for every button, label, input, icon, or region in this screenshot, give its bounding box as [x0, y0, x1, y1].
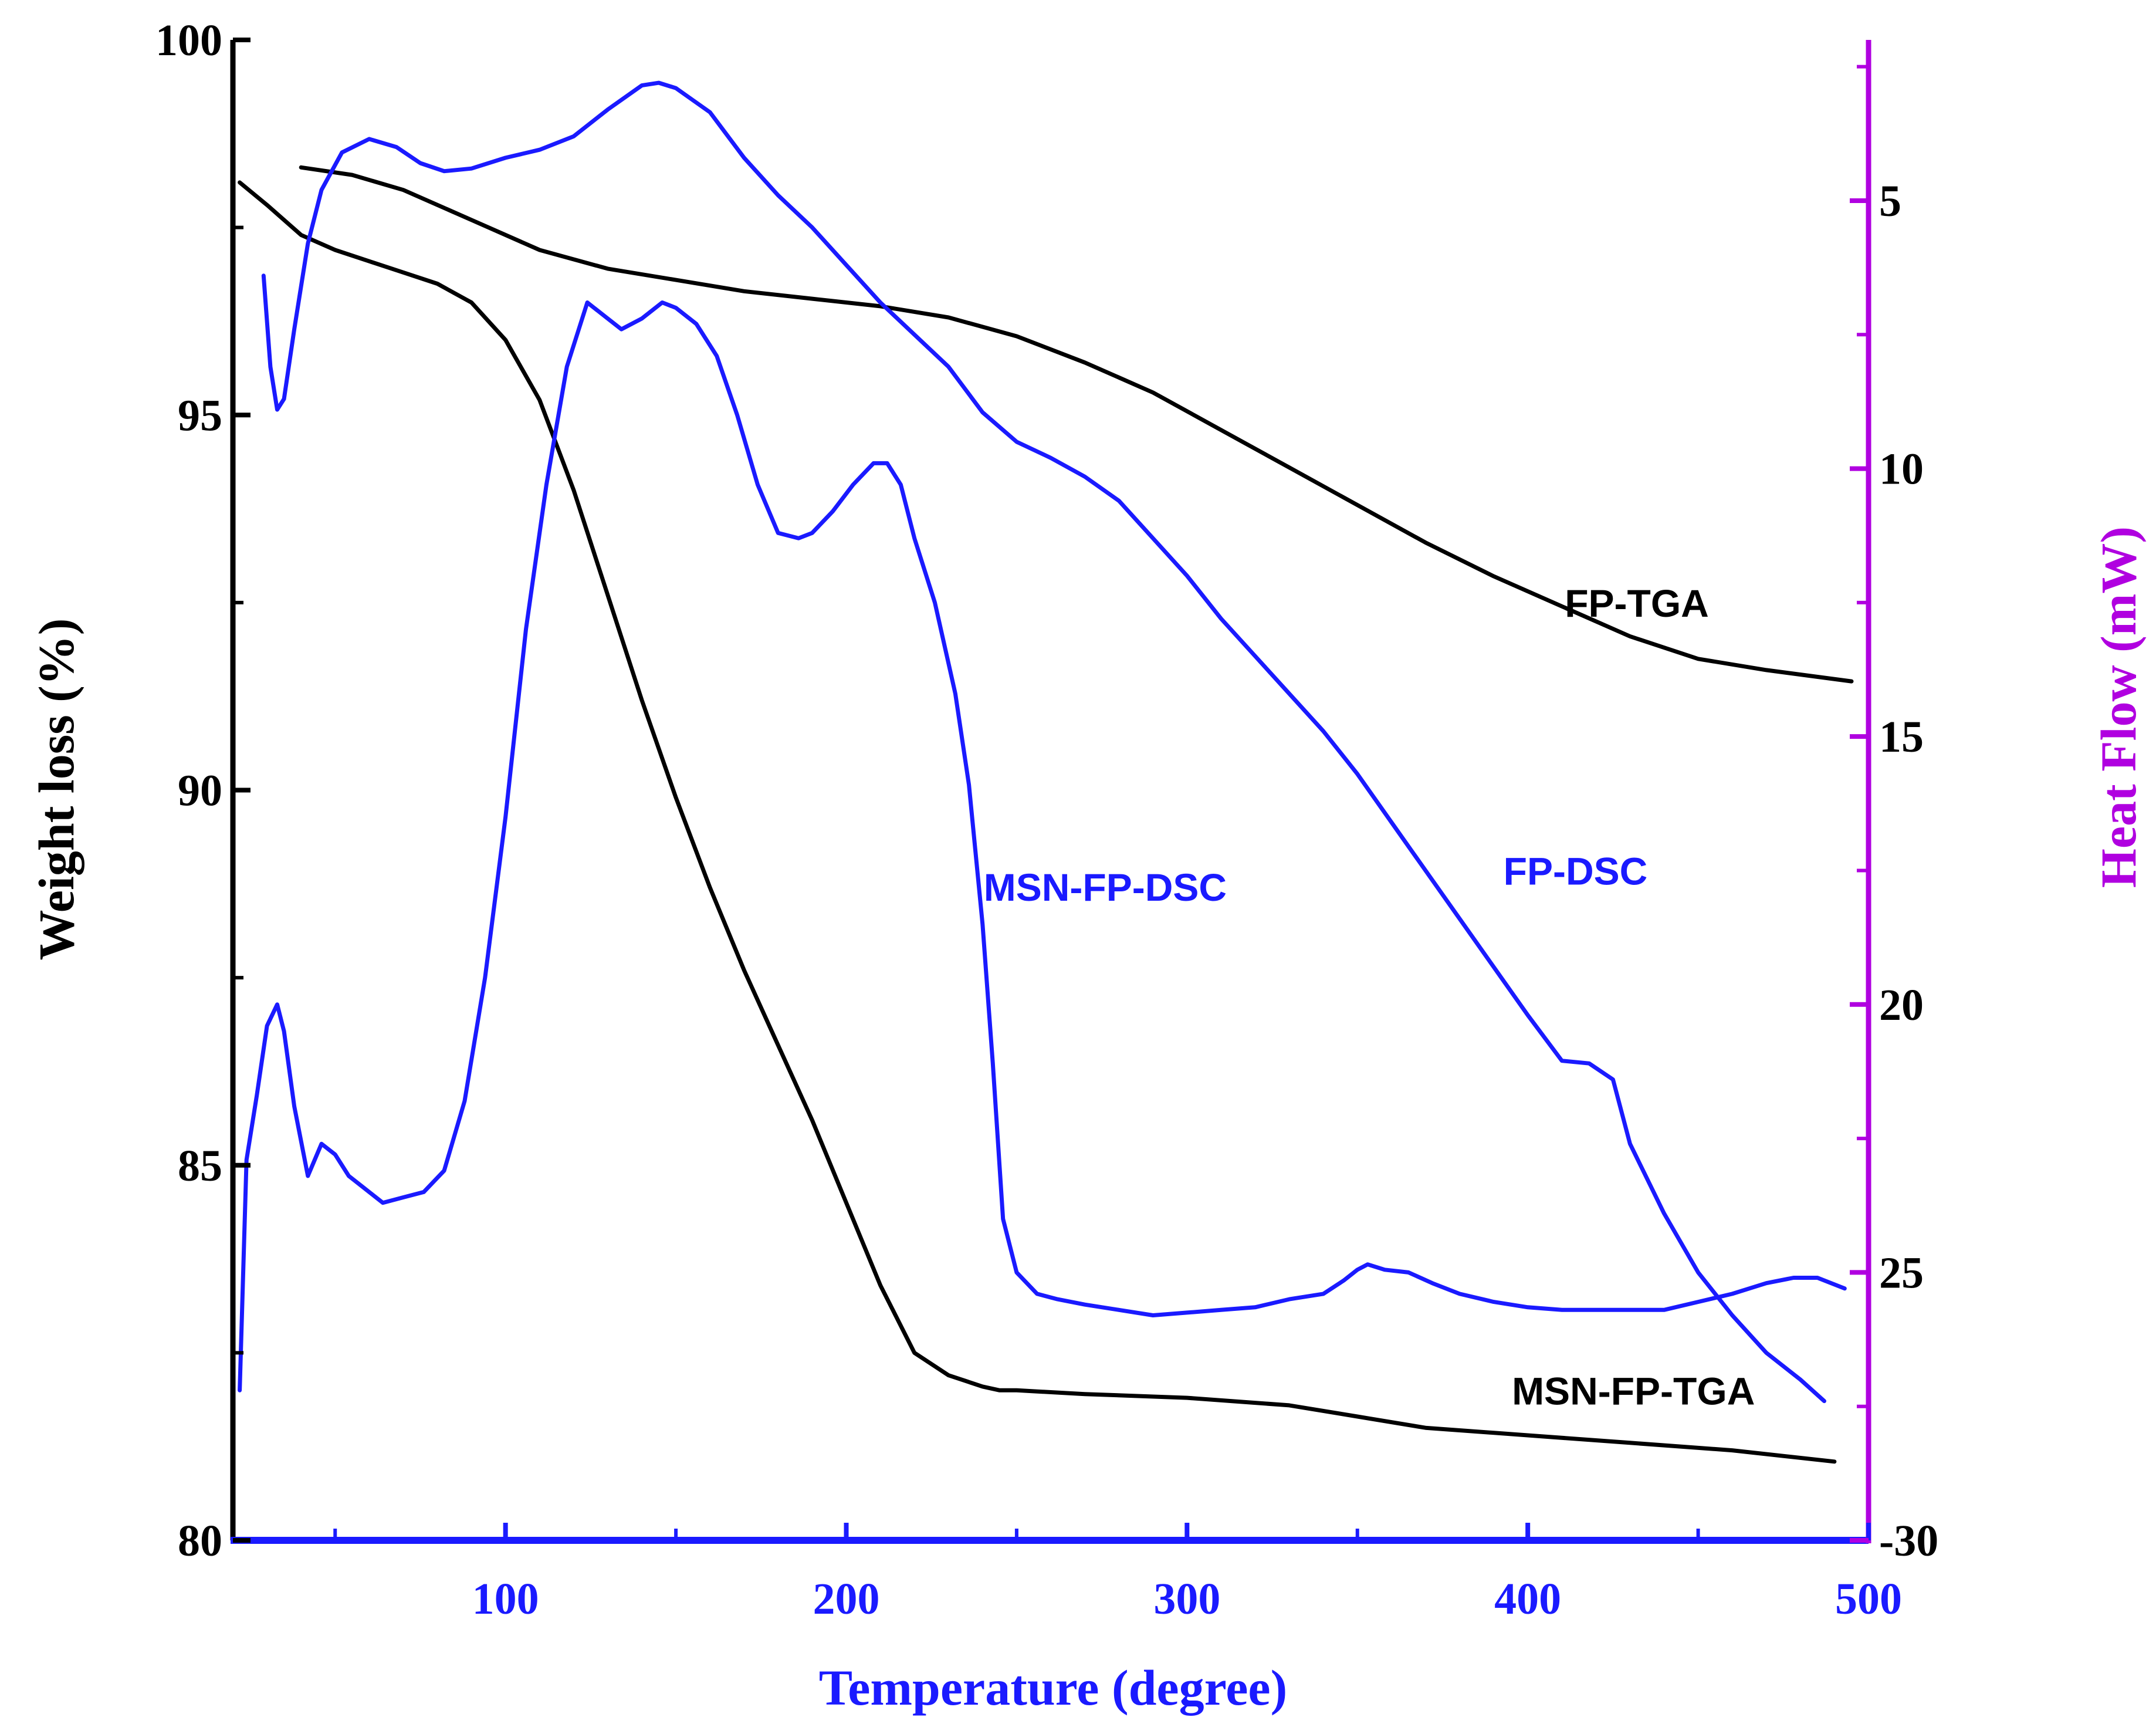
series-label-fp-tga: FP-TGA — [1565, 582, 1709, 625]
right-y-axis-title: Heat Flow (mW) — [2090, 526, 2147, 888]
right-tick-label-10: 10 — [1879, 445, 1924, 494]
right-tick-label-20: 20 — [1879, 981, 1924, 1030]
x-tick-label-400: 400 — [1494, 1574, 1561, 1624]
series-layer — [238, 80, 1854, 1464]
left-tick-label-85: 85 — [178, 1141, 222, 1191]
series-line-msn-fp-tga — [238, 180, 1837, 1464]
series-label-fp-dsc: FP-DSC — [1504, 849, 1648, 893]
left-tick-label-100: 100 — [155, 16, 222, 65]
series-line-fp-dsc — [261, 80, 1826, 1404]
left-tick-label-95: 95 — [178, 391, 222, 440]
left-y-axis-title: Weight loss (%) — [28, 618, 84, 961]
right-tick-label-15: 15 — [1879, 712, 1924, 762]
ticks-layer: 80 85 90 95 100 100 200 300 400 500 5 10 15 20 25 -30 — [155, 16, 1938, 1624]
x-tick-label-500: 500 — [1835, 1574, 1902, 1624]
right-tick-label-30: -30 — [1879, 1516, 1938, 1566]
right-tick-label-5: 5 — [1879, 177, 1901, 226]
annotation-layer: FP-TGA MSN-FP-TGA FP-DSC MSN-FP-DSC — [984, 582, 1755, 1412]
x-axis-title: Temperature (degree) — [819, 1659, 1287, 1716]
x-tick-label-200: 200 — [813, 1574, 880, 1624]
x-tick-label-100: 100 — [472, 1574, 539, 1624]
series-line-msn-fp-dsc — [238, 300, 1847, 1392]
right-tick-label-25: 25 — [1879, 1248, 1924, 1297]
left-tick-label-80: 80 — [178, 1516, 222, 1566]
x-tick-label-300: 300 — [1153, 1574, 1220, 1624]
series-label-msn-fp-tga: MSN-FP-TGA — [1512, 1369, 1755, 1412]
series-line-fp-tga — [299, 165, 1854, 684]
left-tick-label-90: 90 — [178, 766, 222, 816]
series-label-msn-fp-dsc: MSN-FP-DSC — [984, 866, 1227, 909]
